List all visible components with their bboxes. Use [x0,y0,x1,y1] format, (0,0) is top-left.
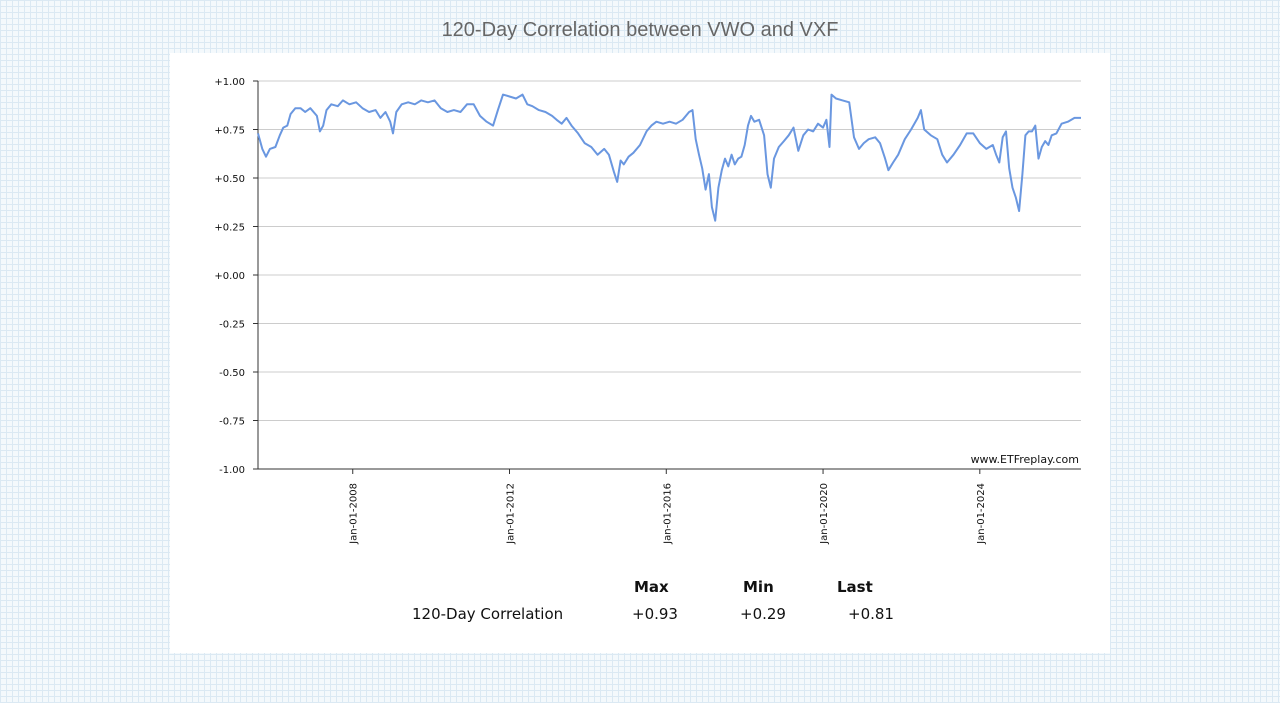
x-axis: Jan-01-2008 Jan-01-2012 Jan-01-2016 Jan-01-… [258,468,1081,545]
y-tick-label: +0.75 [214,126,245,137]
y-tick-label: +0.50 [214,174,245,185]
chart-title: 120-Day Correlation between VWO and VXF [441,19,839,41]
chart-panel: +1.00 +0.75 +0.50 +0.25 +0.00 -0.25 -0.50 -0.75… [170,53,1110,653]
x-tick-label: Jan-01-2024 [976,483,987,545]
y-tick-label: +0.00 [214,271,245,282]
y-tick-label: -0.50 [219,368,245,379]
x-tick-label: Jan-01-2016 [662,483,673,545]
y-axis: +1.00 +0.75 +0.50 +0.25 +0.00 -0.25 -0.50 -0.75… [214,77,259,476]
y-tick-label: -0.25 [219,320,245,331]
x-tick-label: Jan-01-2012 [506,483,517,545]
grid-lines [258,80,1081,421]
y-tick-label: +1.00 [214,77,245,88]
x-tick-label: Jan-01-2008 [349,483,360,545]
watermark-text: www.ETFreplay.com [971,453,1079,466]
y-tick-label: -0.75 [219,417,245,428]
correlation-line [257,93,1081,222]
y-tick-label: -1.00 [219,465,245,476]
y-tick-label: +0.25 [214,223,245,234]
line-chart: +1.00 +0.75 +0.50 +0.25 +0.00 -0.25 -0.50 -0.75… [214,77,1081,545]
x-tick-label: Jan-01-2020 [819,483,830,545]
